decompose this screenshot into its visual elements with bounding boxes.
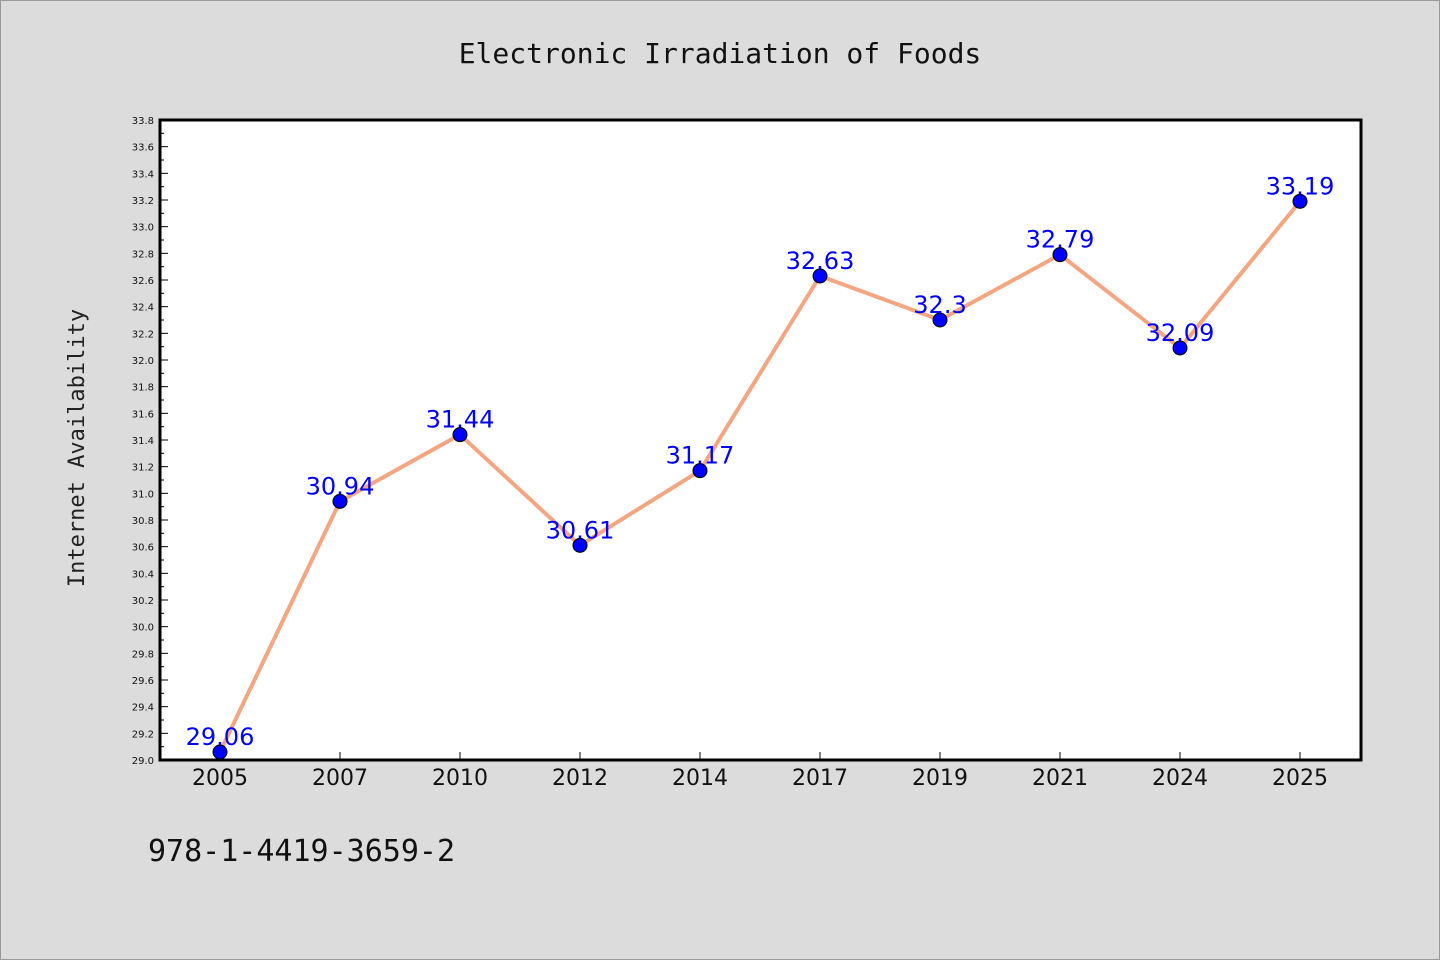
data-label: 29.06 [186, 723, 255, 751]
y-tick-label: 33.0 [132, 223, 154, 234]
y-tick-label: 33.8 [132, 116, 154, 127]
data-label: 32.09 [1146, 319, 1215, 347]
y-tick-label: 32.8 [132, 249, 154, 260]
x-tick-label: 2010 [432, 766, 488, 791]
y-tick-label: 30.8 [132, 516, 154, 527]
data-point [812, 268, 828, 284]
y-tick-label: 29.2 [132, 729, 154, 740]
y-tick-label: 31.6 [132, 409, 154, 420]
x-tick-label: 2005 [192, 766, 248, 791]
y-tick-label: 31.2 [132, 463, 154, 474]
data-point [212, 744, 228, 760]
data-point [1292, 193, 1308, 209]
data-markers [212, 193, 1308, 760]
y-tick-label: 30.2 [132, 596, 154, 607]
y-tick-label: 29.4 [132, 703, 154, 714]
isbn-footer: 978-1-4419-3659-2 [148, 834, 456, 869]
y-tick-label: 33.6 [132, 143, 154, 154]
data-labels: 29.06 30.94 31.44 30.61 31.17 32.63 32.3 32.79 3… [186, 172, 1335, 751]
data-label: 33.19 [1266, 172, 1335, 200]
y-tick-label: 31.4 [132, 436, 154, 447]
x-tick-label: 2012 [552, 766, 608, 791]
plot-area [158, 118, 1363, 762]
y-tick-label: 29.6 [132, 676, 154, 687]
y-tick-label: 29.8 [132, 649, 154, 660]
y-tick-label: 30.6 [132, 543, 154, 554]
data-label: 32.79 [1026, 226, 1095, 254]
y-axis-label: Internet Availability [65, 309, 90, 587]
x-tick-label: 2017 [792, 766, 848, 791]
chart-title: Electronic Irradiation of Foods [459, 37, 982, 70]
data-label: 31.44 [426, 406, 495, 434]
data-point [572, 537, 588, 553]
data-point [1052, 247, 1068, 263]
data-label: 30.94 [306, 472, 375, 500]
data-label: 30.61 [546, 516, 615, 544]
data-label: 32.3 [913, 291, 966, 319]
x-tick-label: 2025 [1272, 766, 1328, 791]
y-tick-label: 32.0 [132, 356, 154, 367]
data-point [692, 463, 708, 479]
y-tick-label: 32.2 [132, 329, 154, 340]
x-tick-label: 2014 [672, 766, 728, 791]
y-tick-label: 30.4 [132, 569, 154, 580]
x-tick-label: 2007 [312, 766, 368, 791]
x-tick-label: 2024 [1152, 766, 1208, 791]
data-point [932, 312, 948, 328]
y-tick-label: 31.0 [132, 489, 154, 500]
data-point [452, 427, 468, 443]
y-tick-label: 29.0 [132, 756, 154, 767]
data-point [1172, 340, 1188, 356]
x-tick-label: 2019 [912, 766, 968, 791]
y-axis-ticks: 29.0 29.2 29.4 29.6 29.8 30.0 30.2 30.4 30.6 30.8… [132, 116, 168, 767]
y-tick-label: 32.6 [132, 276, 154, 287]
data-label: 31.17 [666, 442, 735, 470]
data-label: 32.63 [786, 247, 855, 275]
y-tick-label: 31.8 [132, 383, 154, 394]
x-tick-label: 2021 [1032, 766, 1088, 791]
y-tick-label: 33.2 [132, 196, 154, 207]
y-tick-label: 30.0 [132, 623, 154, 634]
y-tick-label: 33.4 [132, 169, 154, 180]
series-line [218, 200, 1302, 753]
data-point [332, 493, 348, 509]
x-axis-ticks: 2005 2007 2010 2012 2014 2017 2019 2021 2024 2025 [192, 752, 1328, 791]
y-tick-label: 32.4 [132, 303, 154, 314]
